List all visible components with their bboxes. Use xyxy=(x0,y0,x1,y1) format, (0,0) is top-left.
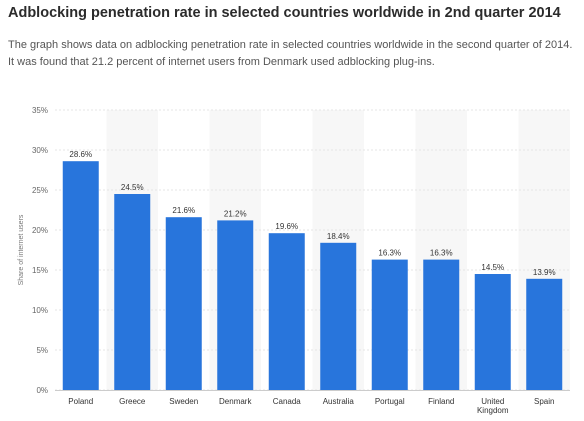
data-label: 13.9% xyxy=(533,268,556,277)
data-label: 21.6% xyxy=(172,206,195,215)
y-tick-label: 15% xyxy=(32,266,48,275)
data-labels: 28.6% 24.5% 21.6% 21.2% 19.6% 18.4% 16.3% 16.3%… xyxy=(69,150,555,277)
bar-united-kingdom[interactable] xyxy=(474,274,511,390)
category-label: Canada xyxy=(273,397,302,406)
bar-denmark[interactable] xyxy=(217,220,254,390)
data-label: 21.2% xyxy=(224,209,247,218)
data-label: 16.3% xyxy=(378,249,401,258)
data-label: 14.5% xyxy=(481,263,504,272)
data-label: 16.3% xyxy=(430,249,453,258)
category-label: United Kingdom xyxy=(477,397,509,415)
data-label: 18.4% xyxy=(327,232,350,241)
bar-poland[interactable] xyxy=(62,161,99,390)
data-label: 19.6% xyxy=(275,222,298,231)
chart-title: Adblocking penetration rate in selected … xyxy=(8,5,561,21)
chart-description: The graph shows data on adblocking penet… xyxy=(8,39,573,68)
bar-canada[interactable] xyxy=(268,233,305,390)
category-label: Portugal xyxy=(375,397,405,406)
y-tick-label: 30% xyxy=(32,146,48,155)
data-label: 24.5% xyxy=(121,183,144,192)
y-tick-label: 35% xyxy=(32,106,48,115)
data-label: 28.6% xyxy=(69,150,92,159)
bar-greece[interactable] xyxy=(114,194,151,390)
y-tick-label: 5% xyxy=(36,346,48,355)
category-label: Finland xyxy=(428,397,454,406)
y-tick-label: 25% xyxy=(32,186,48,195)
y-tick-label: 20% xyxy=(32,226,48,235)
bar-australia[interactable] xyxy=(320,242,357,390)
category-label: Australia xyxy=(323,397,355,406)
category-label: Poland xyxy=(68,397,93,406)
y-tick-label: 0% xyxy=(36,386,48,395)
category-label: Spain xyxy=(534,397,554,406)
category-label: Denmark xyxy=(219,397,252,406)
bar-spain[interactable] xyxy=(526,278,563,390)
bar-finland[interactable] xyxy=(423,259,460,390)
bar-portugal[interactable] xyxy=(371,259,408,390)
category-labels: Poland Greece Sweden Denmark Canada Australia… xyxy=(68,397,554,415)
bars xyxy=(62,161,563,390)
category-label: Sweden xyxy=(169,397,198,406)
bar-sweden[interactable] xyxy=(165,217,202,390)
y-tick-label: 10% xyxy=(32,306,48,315)
y-axis-label: Share of internet users xyxy=(18,214,25,285)
category-label: Greece xyxy=(119,397,146,406)
y-axis-ticks: 0% 5% 10% 15% 20% 25% 30% 35% xyxy=(32,106,48,395)
